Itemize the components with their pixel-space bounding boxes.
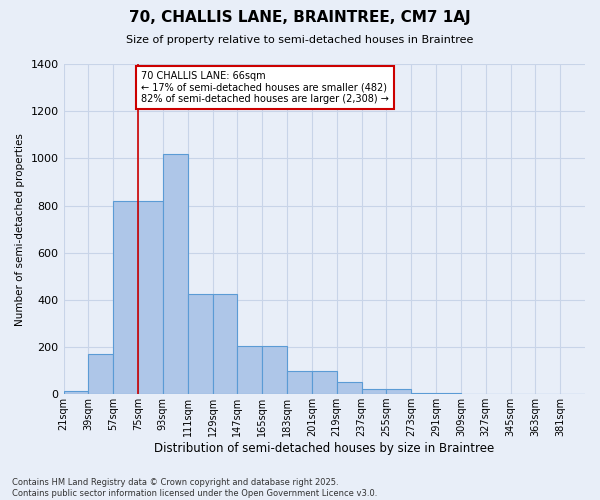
Bar [411, 393, 436, 394]
Bar [262, 346, 287, 394]
Bar [138, 201, 163, 394]
Bar [362, 390, 386, 394]
X-axis label: Distribution of semi-detached houses by size in Braintree: Distribution of semi-detached houses by … [154, 442, 494, 455]
Bar [113, 201, 138, 394]
Bar [287, 370, 312, 394]
Bar [88, 354, 113, 394]
Bar [64, 390, 88, 394]
Y-axis label: Number of semi-detached properties: Number of semi-detached properties [15, 132, 25, 326]
Text: 70 CHALLIS LANE: 66sqm
← 17% of semi-detached houses are smaller (482)
82% of se: 70 CHALLIS LANE: 66sqm ← 17% of semi-det… [141, 71, 389, 104]
Bar [188, 294, 212, 394]
Bar [212, 294, 238, 394]
Text: Size of property relative to semi-detached houses in Braintree: Size of property relative to semi-detach… [127, 35, 473, 45]
Text: Contains HM Land Registry data © Crown copyright and database right 2025.
Contai: Contains HM Land Registry data © Crown c… [12, 478, 377, 498]
Bar [386, 390, 411, 394]
Bar [163, 154, 188, 394]
Bar [337, 382, 362, 394]
Text: 70, CHALLIS LANE, BRAINTREE, CM7 1AJ: 70, CHALLIS LANE, BRAINTREE, CM7 1AJ [129, 10, 471, 25]
Bar [238, 346, 262, 394]
Bar [436, 393, 461, 394]
Bar [312, 370, 337, 394]
